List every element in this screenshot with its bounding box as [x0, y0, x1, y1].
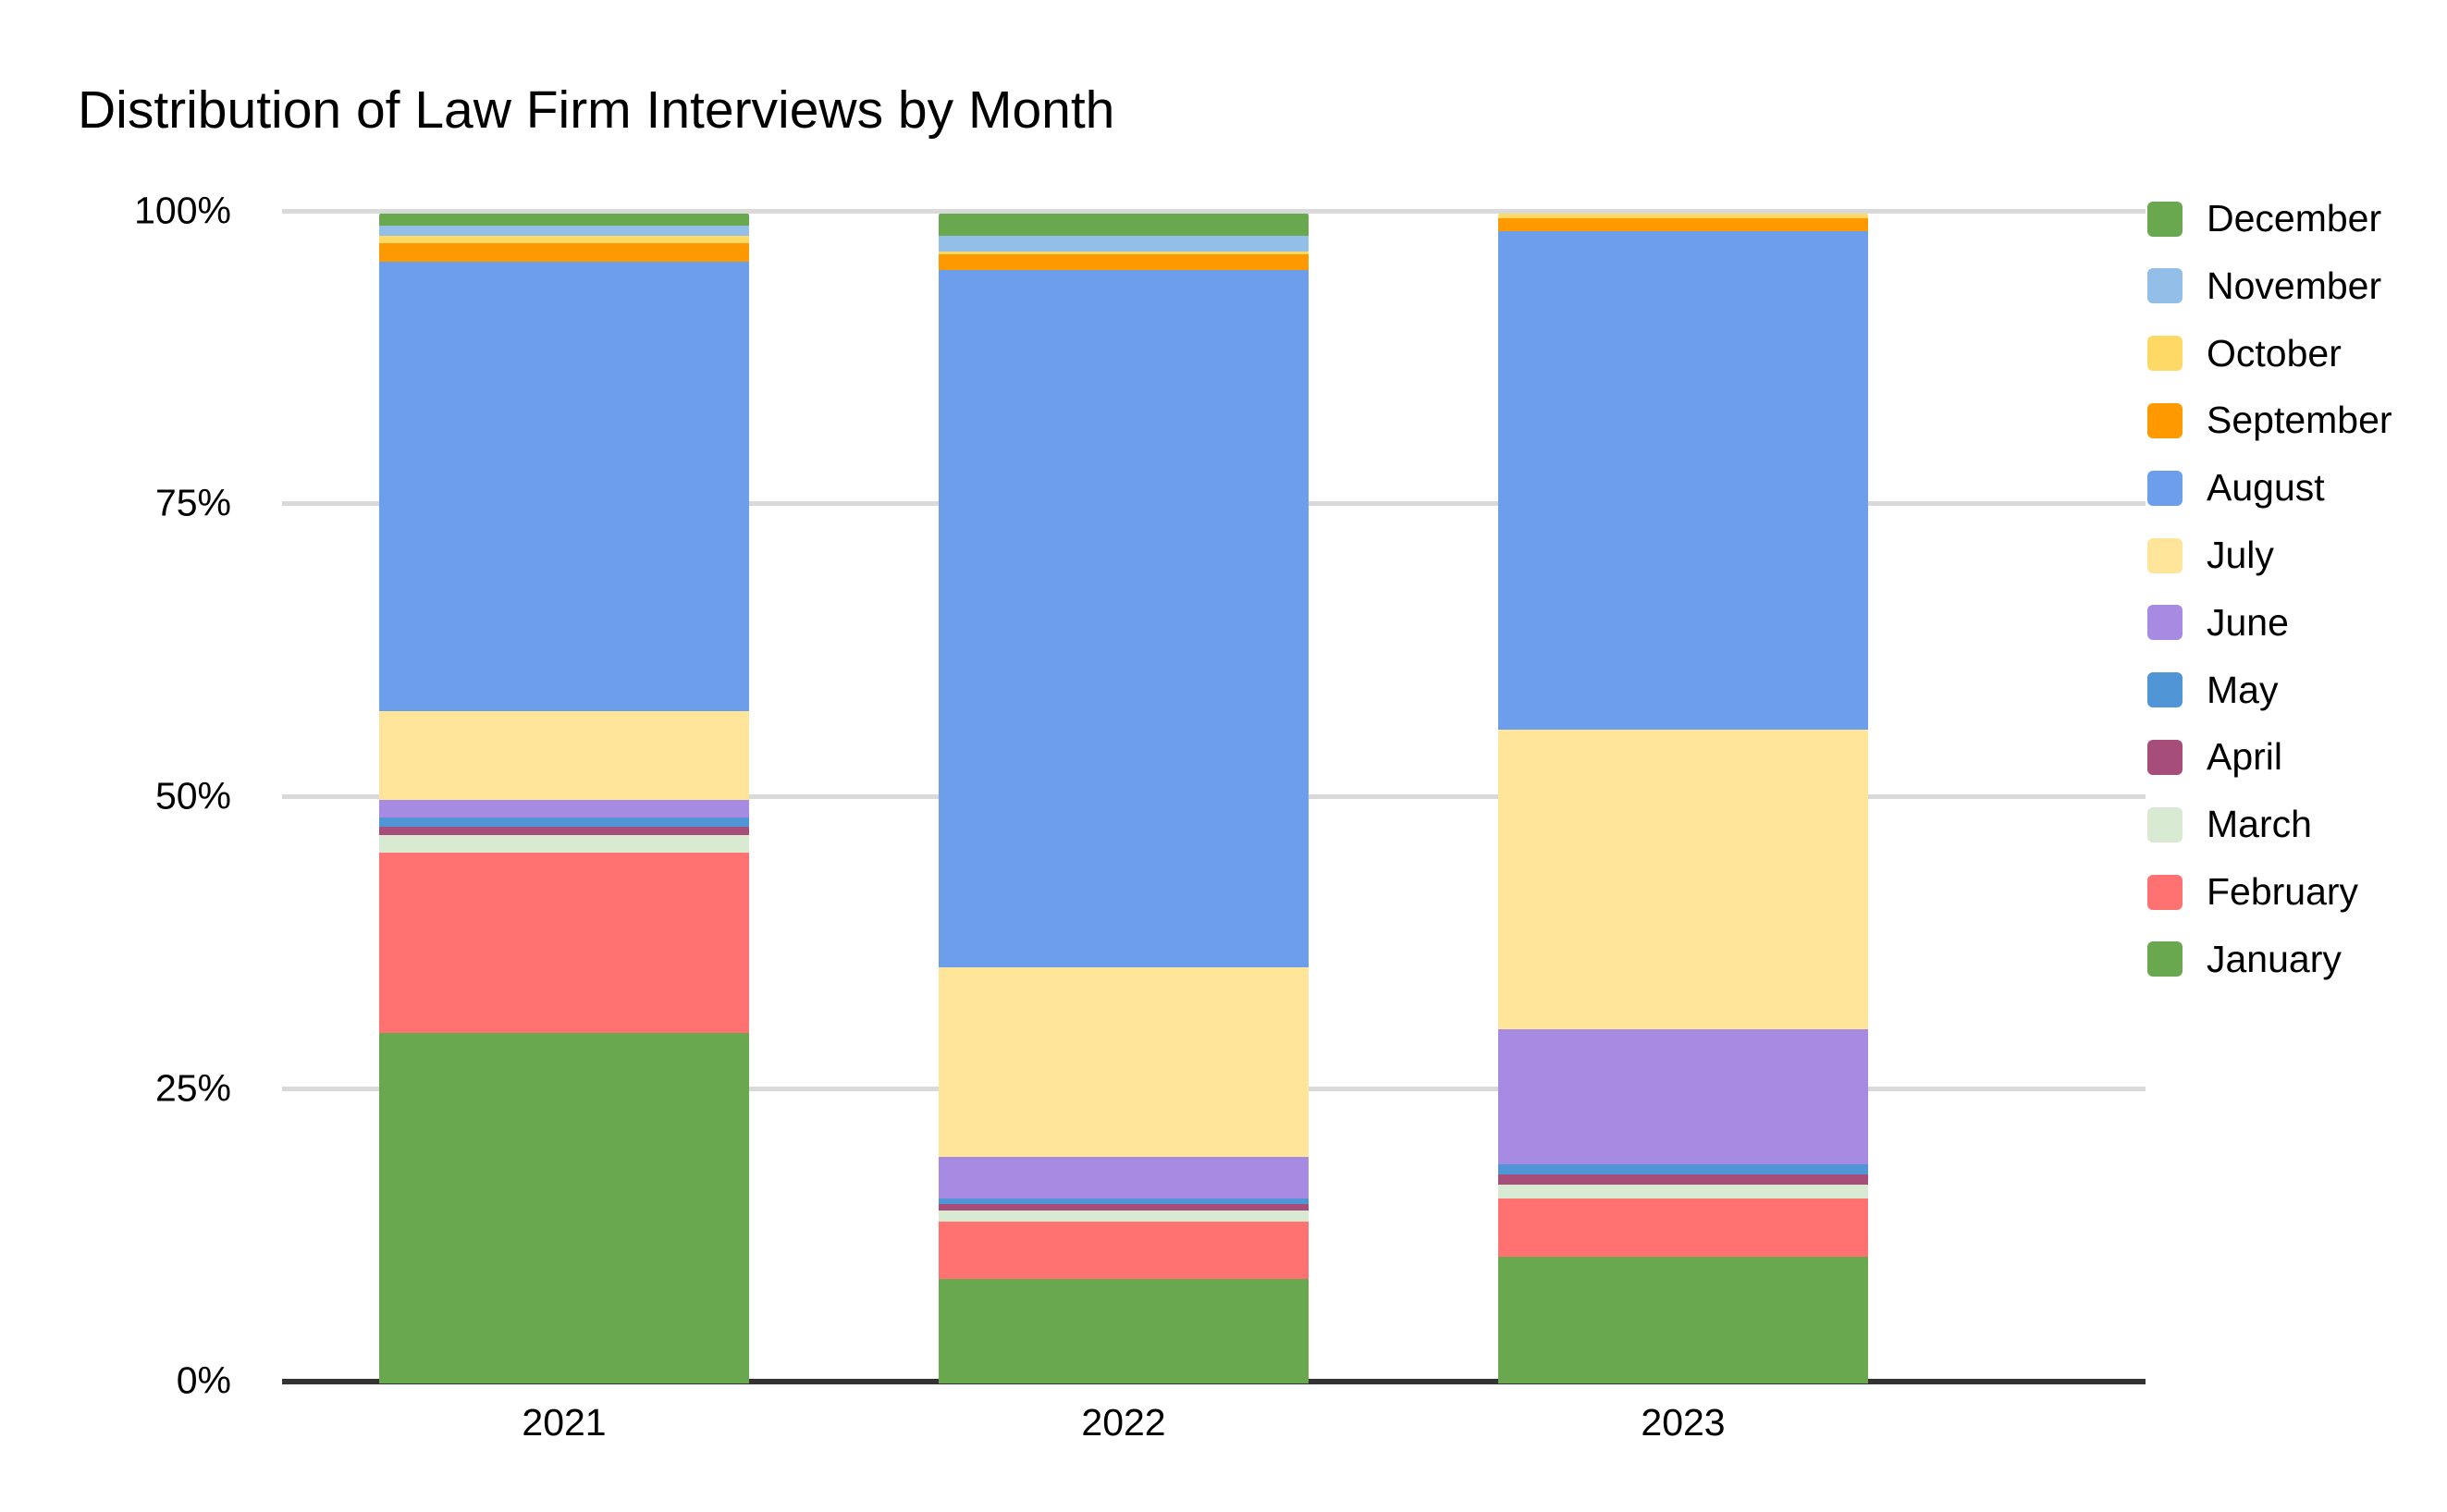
- bar-segment-june-2023[interactable]: [1498, 1028, 1868, 1165]
- legend-label-february: February: [2207, 870, 2359, 913]
- bar-segment-september-2021[interactable]: [379, 242, 749, 262]
- legend-item-october[interactable]: October: [2147, 332, 2342, 375]
- bar-segment-february-2021[interactable]: [379, 852, 749, 1033]
- legend-item-march[interactable]: March: [2147, 803, 2312, 846]
- bar-segment-january-2022[interactable]: [939, 1279, 1309, 1383]
- legend-label-november: November: [2207, 264, 2382, 307]
- bar-2023: [1498, 211, 1868, 1383]
- bar-segment-april-2022[interactable]: [939, 1204, 1309, 1211]
- bar-2022: [939, 211, 1309, 1383]
- legend-label-july: July: [2207, 534, 2274, 576]
- bar-segment-november-2022[interactable]: [939, 236, 1309, 252]
- bar-segment-december-2022[interactable]: [939, 214, 1309, 237]
- legend-swatch-may: [2147, 672, 2183, 708]
- bar-segment-august-2023[interactable]: [1498, 231, 1868, 730]
- bar-segment-july-2023[interactable]: [1498, 729, 1868, 1029]
- x-axis-tick-2021: 2021: [522, 1401, 607, 1444]
- legend-item-june[interactable]: June: [2147, 601, 2289, 645]
- legend-item-july[interactable]: July: [2147, 534, 2274, 577]
- legend-label-september: September: [2207, 399, 2392, 442]
- bar-segment-january-2021[interactable]: [379, 1032, 749, 1383]
- legend-label-january: January: [2207, 937, 2342, 980]
- legend-label-june: June: [2207, 600, 2289, 644]
- y-axis-tick-75%: 75%: [154, 481, 231, 524]
- legend-item-may[interactable]: May: [2147, 669, 2278, 712]
- legend-label-december: December: [2207, 197, 2382, 240]
- bar-segment-january-2023[interactable]: [1498, 1257, 1868, 1383]
- legend-swatch-november: [2147, 268, 2183, 304]
- gridline-100%: [282, 209, 2146, 214]
- bar-segment-october-2021[interactable]: [379, 236, 749, 243]
- chart-title: Distribution of Law Firm Interviews by M…: [78, 80, 1115, 140]
- bar-2021: [379, 211, 749, 1383]
- y-axis-tick-50%: 50%: [154, 774, 231, 817]
- legend-swatch-december: [2147, 201, 2183, 237]
- bar-segment-march-2021[interactable]: [379, 834, 749, 853]
- legend-swatch-september: [2147, 402, 2183, 438]
- legend-item-april[interactable]: April: [2147, 735, 2282, 779]
- bar-segment-march-2022[interactable]: [939, 1210, 1309, 1223]
- bar-segment-april-2021[interactable]: [379, 826, 749, 835]
- bar-segment-february-2022[interactable]: [939, 1222, 1309, 1280]
- bar-segment-september-2022[interactable]: [939, 254, 1309, 270]
- bar-segment-june-2022[interactable]: [939, 1156, 1309, 1199]
- legend-item-november[interactable]: November: [2147, 264, 2381, 308]
- legend-swatch-june: [2147, 605, 2183, 641]
- y-axis-tick-0%: 0%: [176, 1358, 231, 1402]
- y-axis-tick-25%: 25%: [154, 1066, 231, 1110]
- legend-swatch-january: [2147, 941, 2183, 977]
- bar-segment-august-2022[interactable]: [939, 269, 1309, 967]
- bar-segment-july-2022[interactable]: [939, 966, 1309, 1157]
- legend-label-april: April: [2207, 735, 2283, 779]
- legend-label-october: October: [2207, 331, 2342, 375]
- y-axis-tick-100%: 100%: [134, 189, 231, 232]
- legend-label-august: August: [2207, 466, 2325, 510]
- bar-segment-october-2022[interactable]: [939, 251, 1309, 255]
- bar-segment-august-2021[interactable]: [379, 261, 749, 711]
- legend-swatch-august: [2147, 470, 2183, 506]
- legend-item-january[interactable]: January: [2147, 938, 2342, 981]
- bar-segment-february-2023[interactable]: [1498, 1199, 1868, 1258]
- legend-item-september[interactable]: September: [2147, 399, 2392, 442]
- bar-segment-april-2023[interactable]: [1498, 1174, 1868, 1185]
- legend-label-march: March: [2207, 803, 2312, 846]
- x-axis-tick-2023: 2023: [1641, 1401, 1726, 1444]
- legend-label-may: May: [2207, 668, 2279, 711]
- legend-swatch-march: [2147, 806, 2183, 842]
- bar-segment-september-2023[interactable]: [1498, 218, 1868, 232]
- bar-segment-may-2022[interactable]: [939, 1199, 1309, 1205]
- bar-segment-november-2021[interactable]: [379, 225, 749, 237]
- bar-segment-march-2023[interactable]: [1498, 1184, 1868, 1199]
- x-axis-tick-2022: 2022: [1081, 1401, 1166, 1444]
- bar-segment-october-2023[interactable]: [1498, 214, 1868, 219]
- legend-item-december[interactable]: December: [2147, 197, 2381, 240]
- legend-swatch-february: [2147, 874, 2183, 910]
- bar-segment-june-2021[interactable]: [379, 799, 749, 817]
- legend-swatch-april: [2147, 739, 2183, 775]
- bar-segment-december-2021[interactable]: [379, 214, 749, 226]
- legend-item-august[interactable]: August: [2147, 466, 2325, 510]
- bar-segment-may-2021[interactable]: [379, 817, 749, 827]
- legend-swatch-july: [2147, 537, 2183, 573]
- legend-item-february[interactable]: February: [2147, 870, 2358, 914]
- bar-segment-july-2021[interactable]: [379, 710, 749, 800]
- bar-segment-may-2023[interactable]: [1498, 1164, 1868, 1174]
- legend-swatch-october: [2147, 336, 2183, 372]
